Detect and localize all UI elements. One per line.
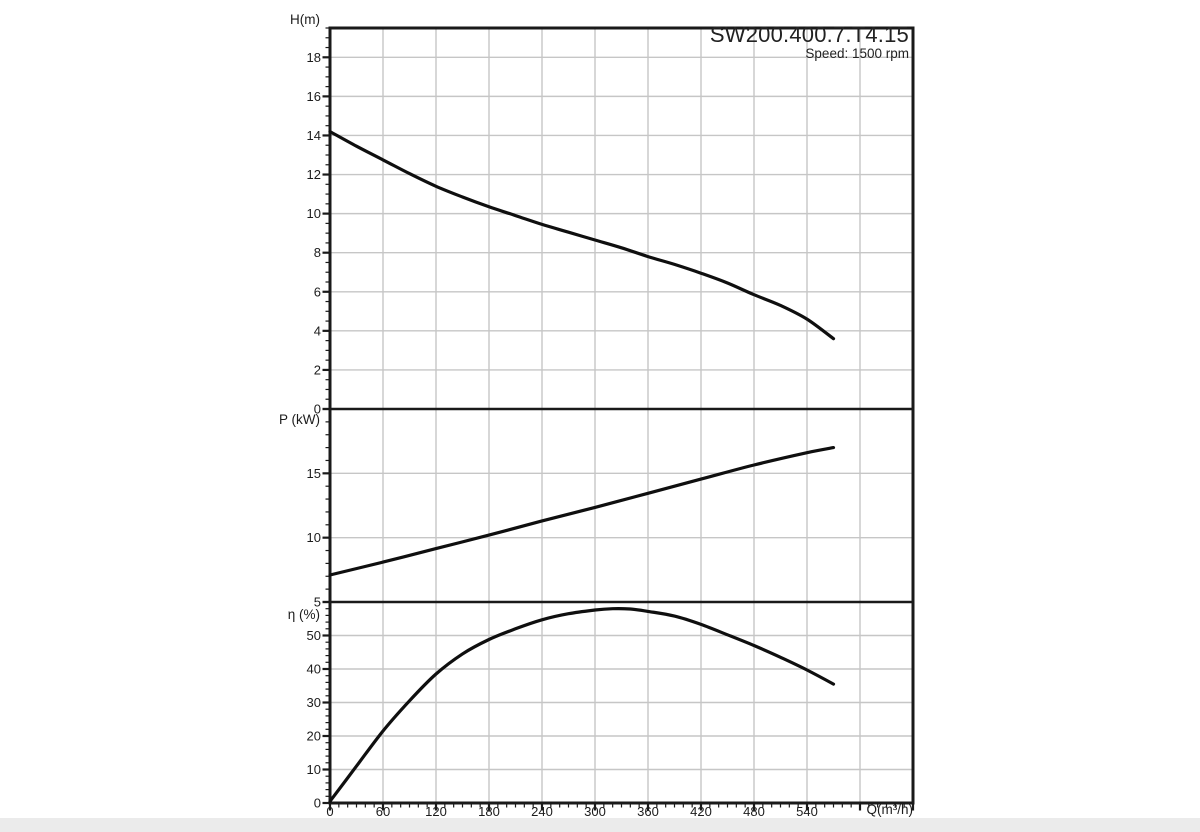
power-axis-label: P (kW) <box>279 412 320 427</box>
x-tick-label: 420 <box>690 804 712 819</box>
x-tick-label: 360 <box>637 804 659 819</box>
y-tick-label: 10 <box>307 206 321 221</box>
efficiency-curve <box>328 607 836 803</box>
x-tick-label: 540 <box>796 804 818 819</box>
y-tick-label: 0 <box>314 796 321 811</box>
x-tick-label: 180 <box>478 804 500 819</box>
head-axis-label: H(m) <box>290 12 320 27</box>
plot-frame <box>328 26 915 805</box>
y-tick-label: 10 <box>307 762 321 777</box>
chart-title: SW200.400.7.T4.15 <box>709 22 909 47</box>
y-tick-label: 50 <box>307 628 321 643</box>
y-tick-label: 4 <box>314 323 321 338</box>
y-tick-label: 16 <box>307 89 321 104</box>
y-tick-label: 8 <box>314 245 321 260</box>
x-tick-label: 0 <box>326 804 333 819</box>
x-tick-label: 480 <box>743 804 765 819</box>
flow-axis-label: Q(m³/h) <box>866 802 914 817</box>
y-tick-label: 10 <box>307 530 321 545</box>
head-curve <box>328 130 836 341</box>
chart-subtitle: Speed: 1500 rpm <box>805 46 909 61</box>
y-tick-label: 2 <box>314 362 321 377</box>
x-tick-label: 240 <box>531 804 553 819</box>
y-tick-label: 40 <box>307 662 321 677</box>
power-curve <box>328 446 836 577</box>
x-tick-label: 300 <box>584 804 606 819</box>
y-tick-label: 6 <box>314 284 321 299</box>
efficiency-axis-label: η (%) <box>287 607 320 622</box>
y-tick-label: 0 <box>314 402 321 417</box>
y-tick-label: 12 <box>307 167 321 182</box>
y-tick-label: 20 <box>307 729 321 744</box>
x-tick-label: 60 <box>376 804 390 819</box>
y-tick-label: 30 <box>307 695 321 710</box>
y-tick-label: 15 <box>307 466 321 481</box>
y-tick-label: 5 <box>314 595 321 610</box>
y-tick-label: 14 <box>307 128 321 143</box>
x-tick-label: 120 <box>425 804 447 819</box>
y-tick-label: 18 <box>307 50 321 65</box>
